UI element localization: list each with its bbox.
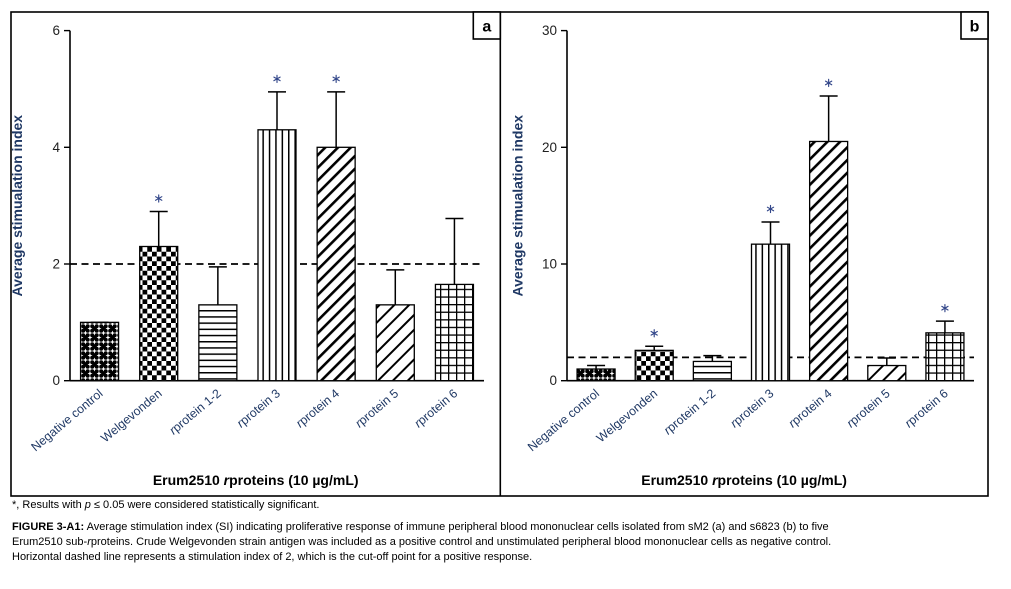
svg-text:30: 30 — [542, 23, 557, 38]
svg-text:Erum2510 rproteins (10 µg/mL): Erum2510 rproteins (10 µg/mL) — [641, 472, 847, 488]
svg-text:20: 20 — [542, 140, 557, 155]
svg-text:b: b — [970, 19, 980, 36]
svg-text:Erum2510 rproteins (10 µg/mL): Erum2510 rproteins (10 µg/mL) — [153, 472, 359, 488]
svg-text:6: 6 — [52, 23, 60, 38]
svg-text:Welgevonden: Welgevonden — [98, 386, 165, 445]
svg-text:rprotein 6: rprotein 6 — [902, 386, 951, 430]
svg-text:Negative control: Negative control — [525, 386, 602, 454]
svg-text:rprotein 6: rprotein 6 — [412, 386, 461, 430]
svg-text:rprotein 3: rprotein 3 — [234, 386, 283, 430]
svg-text:rprotein 5: rprotein 5 — [844, 386, 893, 430]
svg-text:Negative control: Negative control — [28, 386, 105, 454]
svg-text:Average stimualation index: Average stimualation index — [509, 115, 525, 297]
svg-text:rprotein 1-2: rprotein 1-2 — [661, 386, 718, 437]
svg-text:rprotein 1-2: rprotein 1-2 — [167, 386, 224, 437]
svg-text:rprotein 5: rprotein 5 — [352, 386, 401, 430]
svg-text:10: 10 — [542, 257, 557, 272]
svg-text:a: a — [482, 19, 491, 36]
svg-text:rprotein 4: rprotein 4 — [786, 386, 835, 430]
svg-text:4: 4 — [52, 140, 60, 155]
svg-text:rprotein 3: rprotein 3 — [728, 386, 777, 430]
svg-text:2: 2 — [52, 257, 60, 272]
svg-text:rprotein 4: rprotein 4 — [293, 386, 342, 430]
svg-text:Welgevonden: Welgevonden — [594, 386, 661, 445]
svg-text:0: 0 — [549, 373, 557, 388]
svg-text:0: 0 — [52, 373, 60, 388]
svg-text:Average stimualation index: Average stimualation index — [9, 115, 25, 297]
